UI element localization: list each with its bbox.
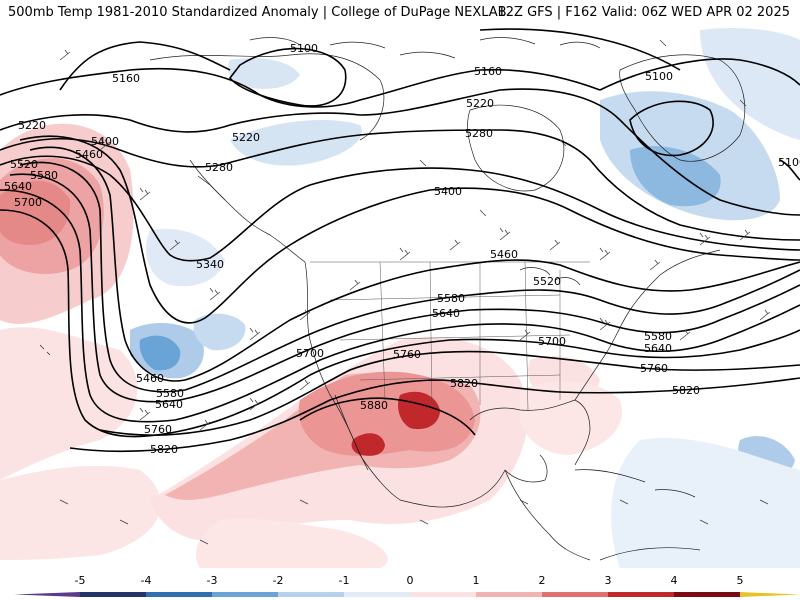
contour-label-5820: 5820: [450, 377, 478, 390]
contour-label-5520: 5520: [10, 158, 38, 171]
colorbar-tick-label: -3: [207, 574, 218, 587]
contour-label-5340: 5340: [196, 258, 224, 271]
contour-label-5520: 5520: [533, 275, 561, 288]
colorbar-tick-label: -4: [141, 574, 152, 587]
colorbar-arrow-left: [14, 592, 80, 597]
colorbar-tick-labels: -5 -4 -3 -2 -1 0 1 2 3 4 5: [75, 574, 744, 587]
contour-label-5220: 5220: [232, 131, 260, 144]
contour-label-5760: 5760: [144, 423, 172, 436]
cold-anomaly-areas: [130, 28, 800, 568]
colorbar-segment: [410, 592, 476, 597]
warm-anomaly-southwest: [150, 336, 600, 541]
colorbar-segment: [674, 592, 740, 597]
contour-label-5100: 5100: [645, 70, 673, 83]
contour-label-5460: 5460: [136, 372, 164, 385]
contour-label-5400: 5400: [91, 135, 119, 148]
contour-label-5640: 5640: [432, 307, 460, 320]
contour-label-5280: 5280: [465, 127, 493, 140]
contour-label-5400: 5400: [434, 185, 462, 198]
colorbar-segment: [80, 592, 146, 597]
contour-label-5700: 5700: [538, 335, 566, 348]
colorbar-segment: [344, 592, 410, 597]
contour-label-5580: 5580: [644, 330, 672, 343]
warm-anomaly-east: [196, 381, 622, 568]
colorbar-tick-label: 5: [737, 574, 744, 587]
colorbar-segment: [542, 592, 608, 597]
contour-label-5700: 5700: [296, 347, 324, 360]
contour-label-5460: 5460: [490, 248, 518, 261]
contour-label-5640: 5640: [4, 180, 32, 193]
contour-label-5700: 5700: [14, 196, 42, 209]
colorbar-arrow-right: [740, 592, 800, 597]
contour-label-5100: 5100: [290, 42, 318, 55]
contour-label-5280: 5280: [205, 161, 233, 174]
contour-label-5460: 5460: [75, 148, 103, 161]
wind-barbs: [59, 39, 771, 545]
warm-anomaly-pacific: [0, 123, 161, 560]
colorbar-tick-label: -5: [75, 574, 86, 587]
colorbar-segment: [278, 592, 344, 597]
colorbar-tick-label: 2: [539, 574, 546, 587]
colorbar-segment: [212, 592, 278, 597]
contour-label-5160: 5160: [112, 72, 140, 85]
colorbar-segment: [146, 592, 212, 597]
colorbar-tick-label: 0: [407, 574, 414, 587]
anomaly-colorbar: -5 -4 -3 -2 -1 0 1 2 3 4 5: [0, 568, 800, 600]
contour-labels: 5100 5100 5100 5160 5160 5220 5220 5220 …: [4, 42, 800, 456]
contour-label-5640: 5640: [644, 342, 672, 355]
colorbar-tick-label: 3: [605, 574, 612, 587]
contour-label-5820: 5820: [672, 384, 700, 397]
geography-lines: [39, 37, 746, 561]
contour-label-5760: 5760: [393, 348, 421, 361]
colorbar-tick-label: -1: [339, 574, 350, 587]
height-contours: [0, 28, 800, 453]
contour-label-5220: 5220: [18, 119, 46, 132]
model-run-info: 12Z GFS | F162 Valid: 06Z WED APR 02 202…: [497, 5, 790, 20]
colorbar-segments: [14, 592, 800, 597]
colorbar-tick-label: -2: [273, 574, 284, 587]
colorbar-segment: [608, 592, 674, 597]
contour-label-5580: 5580: [156, 387, 184, 400]
contour-label-5160: 5160: [474, 65, 502, 78]
map-header: 500mb Temp 1981-2010 Standardized Anomal…: [0, 0, 800, 26]
contour-label-5580: 5580: [437, 292, 465, 305]
colorbar-segment: [476, 592, 542, 597]
contour-label-5760: 5760: [640, 362, 668, 375]
map-title: 500mb Temp 1981-2010 Standardized Anomal…: [8, 5, 507, 20]
colorbar-tick-label: 4: [671, 574, 678, 587]
contour-label-5640: 5640: [155, 398, 183, 411]
contour-label-5220: 5220: [466, 97, 494, 110]
contour-label-5580: 5580: [30, 169, 58, 182]
colorbar-tick-label: 1: [473, 574, 480, 587]
contour-label-5100: 5100: [778, 156, 800, 169]
contour-label-5880: 5880: [360, 399, 388, 412]
contour-label-5820: 5820: [150, 443, 178, 456]
